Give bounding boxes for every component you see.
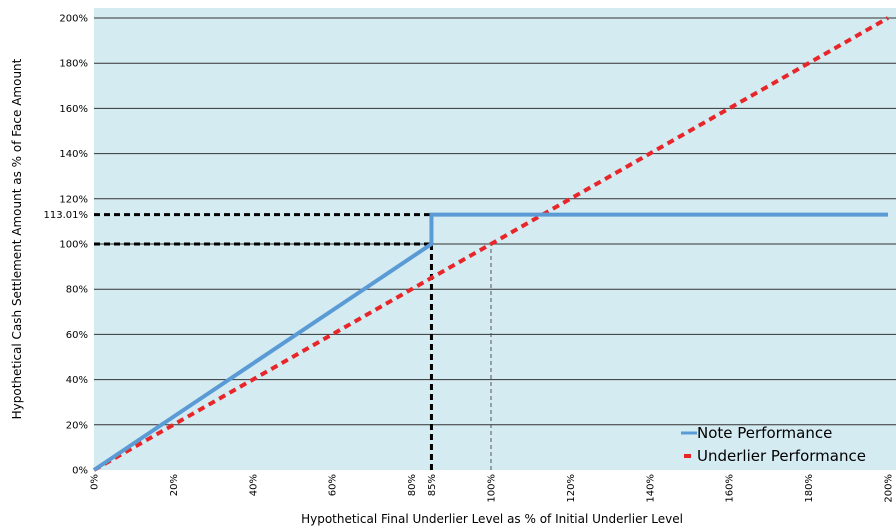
y-tick-label: 120% bbox=[59, 194, 88, 205]
y-tick-label: 100% bbox=[59, 240, 88, 251]
y-tick-label: 113.01% bbox=[44, 210, 89, 221]
x-tick-label: 20% bbox=[169, 474, 180, 496]
y-tick-label: 160% bbox=[59, 104, 88, 115]
x-tick-label: 120% bbox=[566, 474, 577, 503]
y-tick-label: 180% bbox=[59, 59, 88, 70]
legend-label-underlier: Underlier Performance bbox=[697, 447, 866, 465]
x-tick-label: 60% bbox=[328, 474, 339, 496]
x-tick-label: 0% bbox=[90, 474, 101, 490]
x-axis-title: Hypothetical Final Underlier Level as % … bbox=[301, 512, 683, 526]
x-tick-label: 140% bbox=[645, 474, 656, 503]
legend-label-note: Note Performance bbox=[697, 424, 832, 442]
y-tick-labels: 0% 20% 40% 60% 80% 100% 113.01% 120% 140% 160% 180… bbox=[44, 14, 89, 477]
y-tick-label: 40% bbox=[66, 375, 88, 386]
x-tick-label: 100% bbox=[487, 474, 498, 503]
x-tick-label: 85% bbox=[427, 474, 438, 496]
plot-area bbox=[94, 8, 896, 470]
y-tick-label: 140% bbox=[59, 149, 88, 160]
x-tick-labels: 0% 20% 40% 60% 80% 85% 100% 120% 140% 160% 180% 200… bbox=[90, 474, 895, 503]
series-line-underlier bbox=[93, 16, 889, 472]
x-tick-label: 180% bbox=[804, 474, 815, 503]
series-line-note bbox=[92, 212, 888, 472]
legend: Note Performance Underlier Performance bbox=[681, 424, 866, 465]
x-tick-label: 40% bbox=[248, 474, 259, 496]
x-tick-label: 200% bbox=[884, 474, 895, 503]
grid-lines bbox=[94, 17, 896, 426]
y-tick-label: 20% bbox=[66, 420, 88, 431]
x-tick-label: 160% bbox=[725, 474, 736, 503]
y-tick-label: 80% bbox=[66, 285, 88, 296]
y-tick-label: 60% bbox=[66, 330, 88, 341]
y-axis-title: Hypothetical Cash Settlement Amount as %… bbox=[10, 58, 24, 419]
y-tick-label: 0% bbox=[72, 466, 88, 477]
x-tick-label: 80% bbox=[407, 474, 418, 496]
series-lines bbox=[92, 16, 889, 472]
reference-lines bbox=[94, 213, 492, 470]
y-tick-label: 200% bbox=[59, 14, 88, 25]
